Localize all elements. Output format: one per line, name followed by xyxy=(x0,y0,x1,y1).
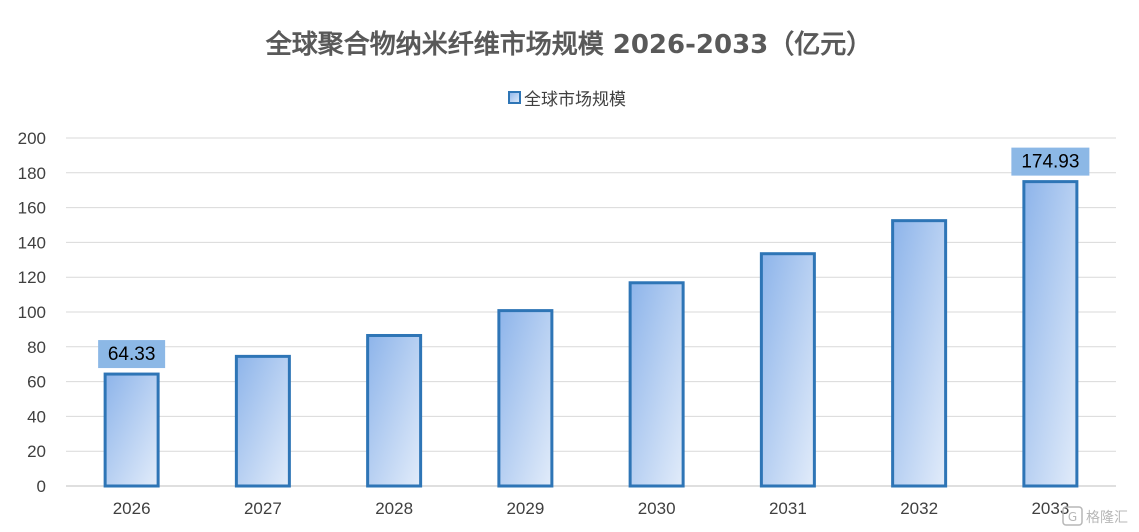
x-axis: 2026 2027 2028 2029 2030 2031 2032 2033 xyxy=(113,499,1070,518)
legend-swatch xyxy=(508,91,521,104)
bar-2031 xyxy=(759,252,816,488)
y-axis: 0 20 40 60 80 100 120 140 160 180 200 xyxy=(18,129,46,496)
y-tick-label: 160 xyxy=(18,199,46,218)
bar-2029 xyxy=(497,309,554,488)
bar-2033 xyxy=(1022,180,1079,488)
watermark-text: 格隆汇 xyxy=(1086,510,1128,526)
x-tick-label: 2031 xyxy=(769,499,807,518)
data-label: 64.33 xyxy=(108,344,156,365)
x-tick-label: 2028 xyxy=(375,499,413,518)
grid xyxy=(66,137,1116,487)
legend: 全球市场规模 xyxy=(508,90,626,110)
data-label-box xyxy=(98,340,166,369)
y-tick-label: 140 xyxy=(18,233,46,252)
y-tick-label: 0 xyxy=(37,477,46,496)
y-tick-label: 120 xyxy=(18,268,46,287)
y-tick-label: 60 xyxy=(27,373,46,392)
bar-2030 xyxy=(628,281,685,488)
x-tick-label: 2032 xyxy=(900,499,938,518)
bar-2027 xyxy=(234,354,291,488)
x-tick-label: 2026 xyxy=(113,499,151,518)
x-tick-label: 2030 xyxy=(638,499,676,518)
data-labels: 64.33 174.93 xyxy=(98,147,1090,369)
bar-2026 xyxy=(103,372,160,488)
bar-2032 xyxy=(891,219,948,488)
watermark: G 格隆汇 xyxy=(1062,506,1128,526)
legend-label: 全球市场规模 xyxy=(524,90,626,110)
svg-text:G: G xyxy=(1068,510,1077,524)
bars xyxy=(103,180,1079,488)
data-label: 174.93 xyxy=(1021,152,1079,173)
y-tick-label: 40 xyxy=(27,407,46,426)
x-tick-label: 2029 xyxy=(506,499,544,518)
logo-icon xyxy=(1062,506,1083,526)
y-tick-label: 180 xyxy=(18,164,46,183)
bar-2028 xyxy=(366,333,423,488)
y-tick-label: 100 xyxy=(18,303,46,322)
chart-title: 全球聚合物纳米纤维市场规模 2026-2033（亿元） xyxy=(265,29,873,60)
y-tick-label: 20 xyxy=(27,442,46,461)
x-tick-label: 2033 xyxy=(1031,499,1069,518)
x-tick-label: 2027 xyxy=(244,499,282,518)
data-label-box xyxy=(1011,147,1090,176)
y-tick-label: 80 xyxy=(27,338,46,357)
y-tick-label: 200 xyxy=(18,129,46,148)
